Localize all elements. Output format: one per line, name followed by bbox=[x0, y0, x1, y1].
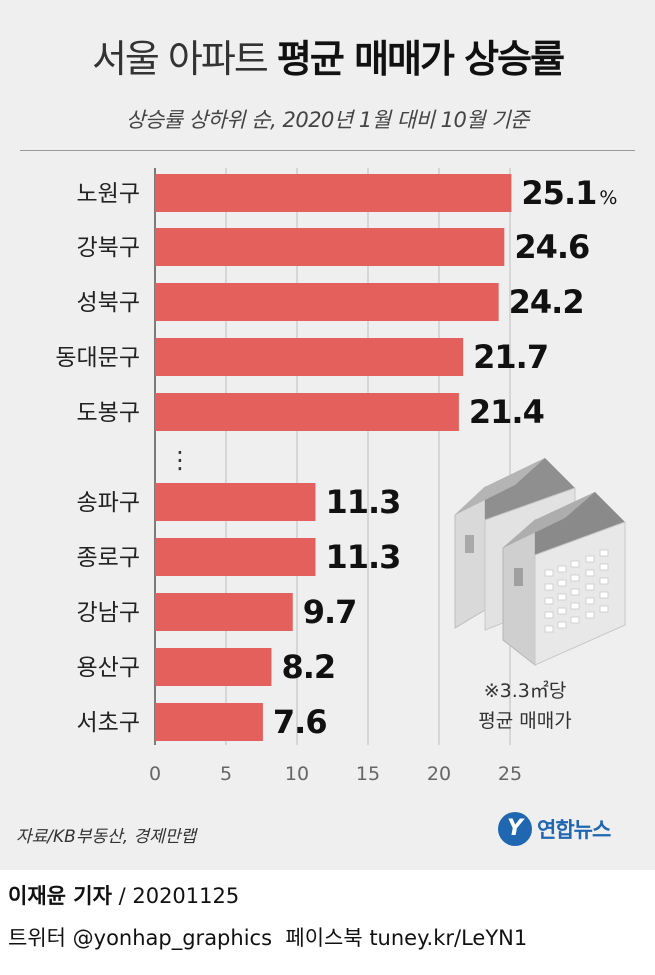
bar bbox=[155, 174, 512, 212]
data-label: 11.3 bbox=[325, 538, 400, 576]
x-tick-label: 5 bbox=[220, 763, 232, 785]
reporter-name: 이재윤 기자 bbox=[8, 884, 112, 908]
category-label: 서초구 bbox=[77, 710, 140, 736]
group-break-marker: ⋮ bbox=[168, 446, 192, 474]
bar bbox=[155, 283, 499, 321]
building-illustration bbox=[454, 458, 626, 667]
category-label: 강남구 bbox=[77, 600, 140, 626]
bar bbox=[155, 648, 272, 686]
title-bold: 평균 매매가 상승률 bbox=[276, 37, 565, 81]
page-title: 서울 아파트 평균 매매가 상승률 bbox=[0, 28, 655, 83]
data-label: 21.7 bbox=[473, 338, 548, 376]
x-tick-label: 25 bbox=[498, 763, 522, 785]
bar bbox=[155, 538, 316, 576]
title-light: 서울 아파트 bbox=[91, 37, 269, 81]
x-tick-label: 10 bbox=[285, 763, 309, 785]
category-label: 송파구 bbox=[77, 490, 140, 516]
data-label: 11.3 bbox=[325, 483, 400, 521]
source-text: 자료/KB부동산, 경제만랩 bbox=[16, 827, 197, 847]
category-label: 노원구 bbox=[77, 181, 140, 207]
yonhap-logo: Y 연합뉴스 bbox=[498, 812, 611, 846]
yonhap-logo-icon: Y bbox=[498, 812, 532, 846]
bar bbox=[155, 703, 263, 741]
bar bbox=[155, 393, 459, 431]
unit-note-line1: ※3.3㎡당 bbox=[483, 680, 567, 702]
subtitle: 상승률 상하위 순, 2020년 1월 대비 10월 기준 bbox=[126, 108, 529, 132]
title-divider bbox=[20, 150, 635, 151]
data-label: 25.1% bbox=[521, 174, 616, 212]
bar bbox=[155, 483, 316, 521]
social-links: 트위터 @yonhap_graphics 페이스북 tuney.kr/LeYN1 bbox=[8, 926, 528, 950]
bar-chart: 0 5 10 15 20 25 노원구 25.1 % 강북구 24.6 성북구 24.2 동대문구 21.7… bbox=[55, 168, 626, 785]
unit-note: ※3.3㎡당 평균 매매가 bbox=[440, 676, 610, 736]
category-label: 동대문구 bbox=[55, 345, 140, 371]
data-label: 9.7 bbox=[303, 593, 357, 631]
bar bbox=[155, 338, 464, 376]
data-label: 8.2 bbox=[281, 648, 335, 686]
category-label: 강북구 bbox=[77, 235, 140, 261]
yonhap-logo-text: 연합뉴스 bbox=[537, 818, 611, 842]
x-tick-label: 20 bbox=[427, 763, 451, 785]
data-label: 24.2 bbox=[509, 283, 584, 321]
x-tick-label: 0 bbox=[149, 763, 161, 785]
publish-date: / 20201125 bbox=[111, 884, 240, 908]
category-label: 종로구 bbox=[77, 545, 140, 571]
bar bbox=[155, 228, 505, 266]
data-label: 21.4 bbox=[469, 393, 544, 431]
unit-note-line2: 평균 매매가 bbox=[478, 710, 572, 732]
category-label: 용산구 bbox=[77, 655, 140, 681]
category-label: 성북구 bbox=[77, 290, 140, 316]
byline: 이재윤 기자 / 20201125 bbox=[8, 880, 239, 910]
x-tick-label: 15 bbox=[356, 763, 380, 785]
chart-panel bbox=[0, 0, 655, 870]
data-label: 24.6 bbox=[514, 228, 589, 266]
category-label: 도봉구 bbox=[77, 400, 140, 426]
data-label: 7.6 bbox=[273, 703, 327, 741]
bar bbox=[155, 593, 293, 631]
